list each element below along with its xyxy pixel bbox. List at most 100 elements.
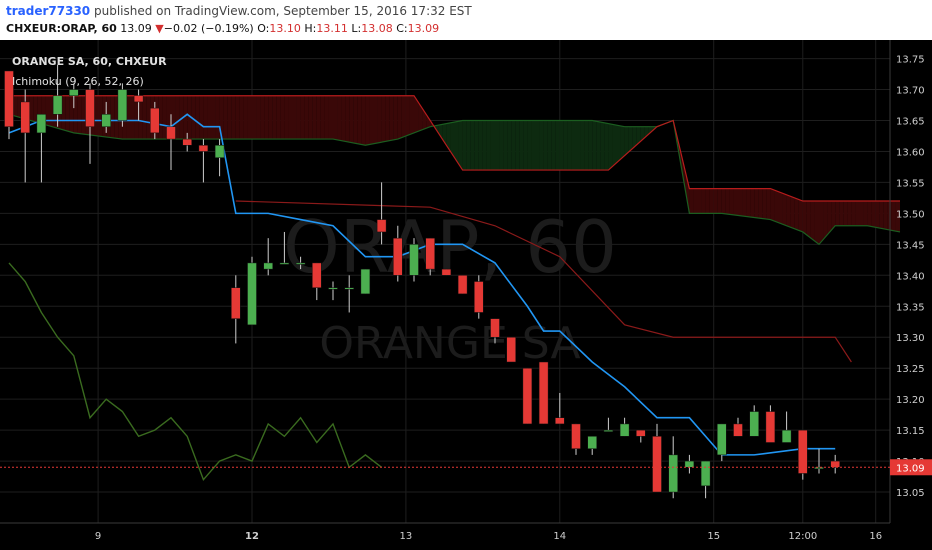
cloud-segment [612,124,617,167]
cloud-segment [733,188,738,216]
cloud-segment [73,95,78,134]
cloud-segment [61,95,66,131]
cloud-segment [211,95,216,140]
price-axis[interactable]: 13.75 13.70 13.65 13.60 13.55 13.50 13.45 13.40… [0,40,932,523]
cloud-segment [361,95,366,146]
cloud-segment [260,95,265,140]
cloud-segment [499,120,504,171]
cloud-segment [701,188,706,214]
candle-down [166,126,176,140]
cloud-segment [636,126,641,145]
cloud-segment [49,95,54,128]
cloud-segment [235,95,240,140]
publish-info: trader77330 published on TradingView.com… [6,4,472,18]
cloud-segment [604,122,609,171]
y-tick-label: 13.05 [896,488,925,499]
cloud-segment [814,201,819,245]
candle-up [52,95,63,115]
cloud-segment [98,95,103,137]
cloud-segment [758,188,763,219]
cloud-segment [134,95,139,140]
cloud-segment [624,126,629,156]
y-tick-label: 13.35 [896,302,925,313]
chart-legend-title: ORANGE SA, 60, CHXEUR [12,55,167,68]
cloud-segment [65,95,70,132]
cloud-segment [620,125,625,160]
cloud-segment [709,188,714,214]
candle-down [733,423,743,437]
cloud-segment [373,95,378,144]
symbol-info-bar: CHXEUR:ORAP, 60 13.09 ▼−0.02 (−0.19%) O:… [6,22,439,35]
cloud-segment [571,120,576,171]
cloud-segment [426,114,431,129]
cloud-segment [875,201,880,229]
cloud-segment [600,122,605,171]
candle-down [4,70,14,127]
y-tick-label: 13.30 [896,333,925,344]
candle-down [231,287,241,319]
cloud-segment [871,201,876,228]
kijun-sen-line [235,200,852,363]
symbol-label: CHXEUR:ORAP, 60 [6,22,117,35]
candle-down [765,411,776,443]
candle-up [328,287,338,290]
cloud-segment [29,95,34,122]
cloud-segment [272,95,277,140]
cloud-segment [337,95,342,141]
price-chart[interactable]: ORAP, 60 ORANGE SA 13.7513.7013.6513.601… [0,40,932,550]
candle-down [441,268,452,276]
cloud-segment [288,95,293,140]
y-tick-label: 13.60 [896,147,925,158]
candle-down [312,262,322,288]
candle-down [652,436,662,493]
cloud-segment [632,126,637,149]
cloud-segment [256,95,261,140]
cloud-segment [482,120,487,171]
cloud-segment [831,201,836,231]
cloud-segment [802,201,807,236]
cloud-segment [507,120,512,171]
username-link[interactable]: trader77330 [6,4,91,18]
cloud-segment [527,120,532,171]
cloud-segment [750,188,755,218]
cloud-segment [381,95,386,143]
candle-down [457,275,468,295]
cloud-segment [199,95,204,140]
candle-down [474,281,484,313]
candle-up [344,287,354,290]
chikou-span-line [8,262,383,481]
cloud-segment [823,201,828,240]
cloud-segment [515,120,520,171]
cloud-segment [470,120,475,171]
candle-up [700,460,711,487]
cloud-segment [827,201,832,236]
indicator-legend[interactable]: Ichimoku (9, 26, 52, 26) [12,75,144,88]
cloud-segment [798,199,803,232]
cloud-segment [559,120,564,171]
cloud-segment [409,95,414,135]
down-arrow-icon: ▼ [155,22,164,35]
cloud-segment [596,121,601,171]
cloud-segment [523,120,528,171]
high-value: 13.11 [316,22,348,35]
cloud-segment [778,191,783,225]
cloud-segment [551,120,556,171]
cloud-segment [810,201,815,242]
candle-up [749,411,759,437]
candle-up [814,467,824,470]
time-axis[interactable]: 9 12 13 14 15 12:00 16 [0,522,890,542]
cloud-segment [592,120,597,171]
y-tick-label: 13.65 [896,117,925,128]
candle-down [798,429,808,474]
cloud-segment [883,201,888,230]
cloud-segment [191,95,196,140]
cloud-segment [247,95,252,140]
cloud-segment [697,188,702,214]
cloud-segment [535,120,540,171]
cloud-segment [891,201,896,232]
watermark-name: ORANGE SA [319,318,580,369]
cloud-segment [495,120,500,171]
cloud-segment [227,95,232,140]
candle-down [490,318,500,338]
cloud-segment [243,95,248,140]
